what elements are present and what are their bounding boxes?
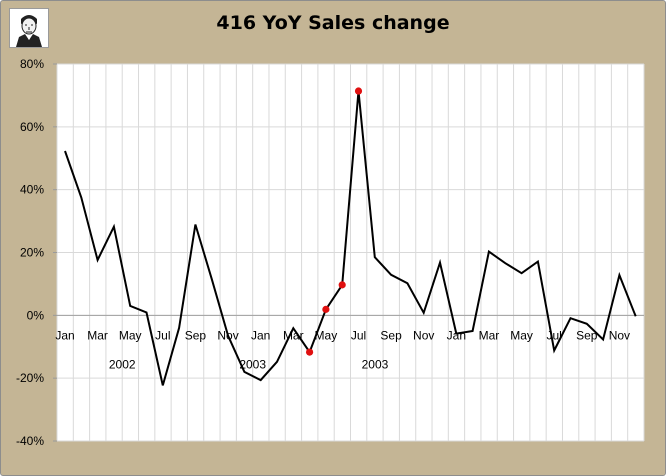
year-label: 2003 <box>362 357 389 371</box>
y-tick-label: 0% <box>27 308 45 322</box>
y-tick-label: -40% <box>16 434 44 448</box>
y-tick-label: 40% <box>20 183 44 197</box>
year-label: 2002 <box>109 357 136 371</box>
portrait-icon <box>9 8 49 48</box>
x-tick-label: Jul <box>351 328 366 342</box>
year-labels: 2002 2003 2003 <box>109 357 389 371</box>
x-tick-label: Sep <box>185 328 207 342</box>
series-group <box>64 87 637 386</box>
highlight-point <box>338 281 346 289</box>
highlight-point <box>305 348 314 356</box>
y-tick-label: 60% <box>20 120 44 134</box>
x-tick-label: May <box>119 328 142 342</box>
x-tick-label: Sep <box>576 328 598 342</box>
highlight-point <box>354 87 363 95</box>
series-line <box>64 90 637 386</box>
x-tick-label: Jan <box>55 328 74 342</box>
y-tick-label: 80% <box>20 57 44 71</box>
x-tick-label: May <box>315 328 338 342</box>
chart-title: 416 YoY Sales change <box>216 12 450 34</box>
x-tick-label: Sep <box>380 328 402 342</box>
year-label: 2003 <box>239 357 266 371</box>
x-tick-label: Mar <box>479 328 500 342</box>
x-tick-label: Nov <box>413 328 434 342</box>
highlight-point <box>322 305 330 313</box>
x-tick-label: Jul <box>155 328 170 342</box>
y-tick-label: -20% <box>16 371 44 385</box>
x-tick-label: Jan <box>251 328 270 342</box>
y-tick-label: 20% <box>20 246 44 260</box>
x-tick-label: May <box>510 328 533 342</box>
x-tick-label: Nov <box>609 328 630 342</box>
x-tick-label: Mar <box>87 328 108 342</box>
y-axis: 80% 60% 40% 20% 0% -20% -40% <box>16 57 57 448</box>
